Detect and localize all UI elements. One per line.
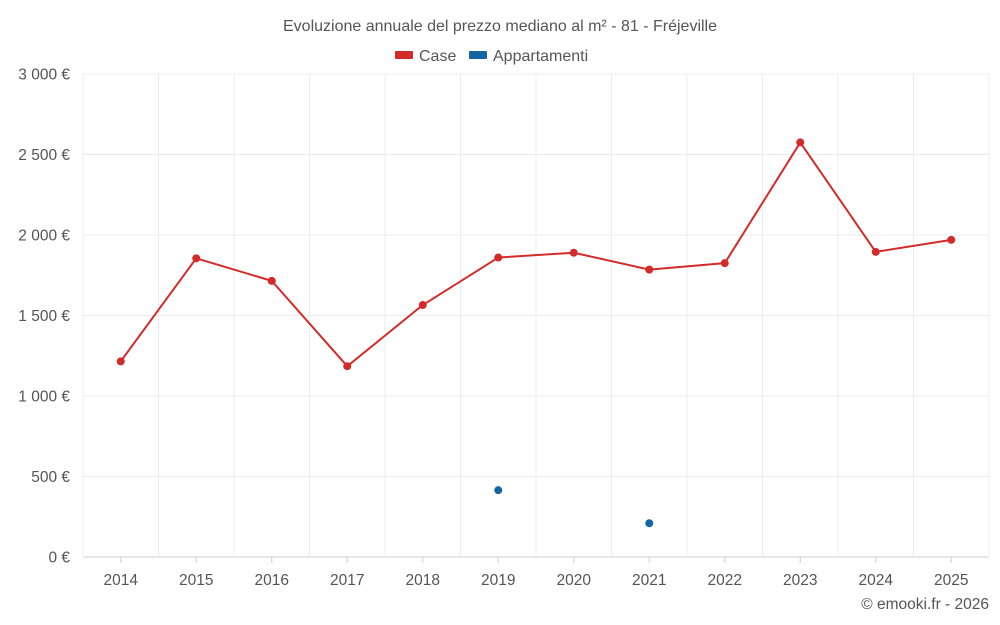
legend-item-appartamenti[interactable]: Appartamenti [469,48,588,65]
x-tick-label: 2014 [104,572,139,589]
legend-label-appartamenti: Appartamenti [493,48,588,65]
data-point-case-2014[interactable] [116,357,125,366]
series-line-case [119,141,952,368]
data-point-case-2016[interactable] [267,276,276,285]
x-axis: 2014 2015 2016 2017 2018 2019 2020 2021 2022 2023… [104,557,968,589]
data-point-case-2020[interactable] [569,248,578,257]
legend: Case Appartamenti [395,48,588,65]
data-point-case-2021[interactable] [645,265,654,274]
data-point-appartamenti-2019[interactable] [494,486,503,495]
y-tick-label: 0 € [48,550,70,567]
series-layer [116,138,956,528]
x-tick-label: 2022 [708,572,742,589]
x-tick-label: 2023 [783,572,817,589]
legend-swatch-appartamenti [469,51,487,59]
x-tick-label: 2021 [632,572,666,589]
legend-label-case: Case [419,48,456,65]
x-tick-label: 2025 [934,572,968,589]
data-point-case-2019[interactable] [494,253,503,262]
y-tick-label: 500 € [31,469,70,486]
data-point-case-2025[interactable] [947,235,956,244]
y-tick-label: 1 500 € [18,308,70,325]
data-point-case-2022[interactable] [720,259,729,268]
x-tick-label: 2016 [255,572,289,589]
x-tick-label: 2015 [179,572,213,589]
x-tick-label: 2024 [859,572,894,589]
grid [82,73,990,558]
y-axis: 0 € 500 € 1 000 € 1 500 € 2 000 € 2 500 € 3 00… [18,67,70,567]
data-point-case-2015[interactable] [192,254,201,263]
y-tick-label: 2 000 € [18,228,70,245]
data-point-case-2023[interactable] [796,138,805,147]
x-tick-label: 2020 [557,572,592,589]
legend-item-case[interactable]: Case [395,48,456,65]
y-tick-label: 1 000 € [18,389,70,406]
y-tick-label: 2 500 € [18,147,70,164]
data-point-case-2018[interactable] [418,301,427,310]
chart-title: Evoluzione annuale del prezzo mediano al… [283,18,717,35]
data-point-appartamenti-2021[interactable] [645,519,654,528]
x-tick-label: 2018 [406,572,440,589]
x-tick-label: 2019 [481,572,515,589]
y-tick-label: 3 000 € [18,67,70,84]
x-tick-label: 2017 [330,572,364,589]
data-point-case-2024[interactable] [871,247,880,256]
legend-swatch-case [395,51,413,59]
data-point-case-2017[interactable] [343,362,352,371]
credit-text: © emooki.fr - 2026 [861,596,989,613]
